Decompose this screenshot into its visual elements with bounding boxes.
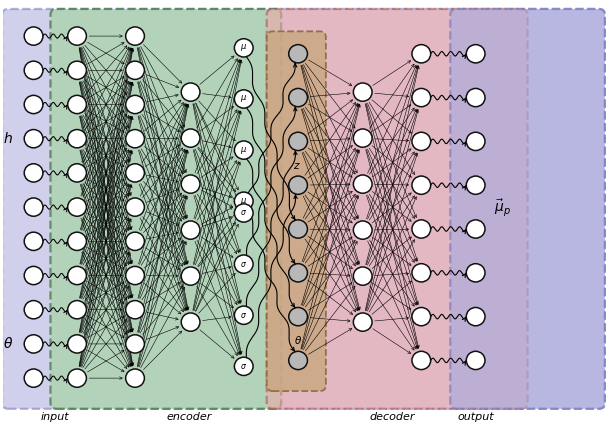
Circle shape	[181, 129, 200, 147]
Circle shape	[412, 132, 430, 150]
Circle shape	[67, 198, 86, 216]
Circle shape	[24, 232, 43, 250]
Circle shape	[353, 313, 372, 331]
Text: $\mu$: $\mu$	[240, 196, 247, 207]
Text: $\theta$: $\theta$	[294, 334, 302, 346]
Circle shape	[412, 264, 430, 282]
Text: $\sigma$: $\sigma$	[240, 311, 247, 320]
Circle shape	[181, 221, 200, 239]
Circle shape	[234, 192, 253, 210]
Circle shape	[67, 164, 86, 182]
Circle shape	[126, 232, 144, 250]
Circle shape	[67, 95, 86, 114]
Circle shape	[126, 95, 144, 114]
Text: output: output	[457, 412, 494, 422]
Circle shape	[353, 267, 372, 285]
Circle shape	[353, 83, 372, 101]
FancyBboxPatch shape	[267, 9, 528, 409]
Text: input: input	[41, 412, 70, 422]
Text: $\sigma$: $\sigma$	[240, 259, 247, 269]
Circle shape	[181, 175, 200, 193]
Circle shape	[234, 306, 253, 324]
Circle shape	[289, 176, 308, 194]
Text: $\sigma$: $\sigma$	[240, 208, 247, 218]
Circle shape	[353, 221, 372, 239]
Circle shape	[466, 89, 485, 107]
Text: $\mu$: $\mu$	[240, 93, 247, 104]
Circle shape	[412, 220, 430, 238]
Circle shape	[24, 61, 43, 79]
Circle shape	[126, 27, 144, 45]
Circle shape	[67, 130, 86, 148]
Circle shape	[126, 266, 144, 285]
Circle shape	[126, 369, 144, 387]
Circle shape	[466, 45, 485, 63]
Circle shape	[24, 335, 43, 353]
Circle shape	[67, 335, 86, 353]
Circle shape	[24, 266, 43, 285]
Circle shape	[126, 301, 144, 319]
Text: $h$: $h$	[3, 131, 13, 146]
FancyBboxPatch shape	[451, 9, 605, 409]
Circle shape	[24, 301, 43, 319]
Circle shape	[67, 301, 86, 319]
Circle shape	[289, 132, 308, 150]
Circle shape	[67, 27, 86, 45]
Circle shape	[24, 95, 43, 114]
Text: $\sigma$: $\sigma$	[240, 362, 247, 371]
Circle shape	[412, 176, 430, 194]
Text: $\mu$: $\mu$	[240, 42, 247, 53]
Text: $\vec{\mu}_p$: $\vec{\mu}_p$	[494, 197, 511, 218]
Circle shape	[234, 357, 253, 375]
Circle shape	[466, 308, 485, 326]
Circle shape	[466, 132, 485, 150]
Circle shape	[126, 335, 144, 353]
Circle shape	[289, 264, 308, 282]
Text: decoder: decoder	[369, 412, 415, 422]
Circle shape	[181, 83, 200, 101]
Circle shape	[126, 164, 144, 182]
Circle shape	[466, 351, 485, 370]
FancyBboxPatch shape	[2, 9, 605, 409]
Circle shape	[353, 175, 372, 193]
Circle shape	[234, 90, 253, 108]
Circle shape	[466, 264, 485, 282]
Text: $\theta$: $\theta$	[3, 337, 13, 351]
Circle shape	[234, 141, 253, 159]
Circle shape	[126, 61, 144, 79]
Text: $z$: $z$	[293, 161, 301, 171]
Circle shape	[126, 130, 144, 148]
Circle shape	[181, 267, 200, 285]
Circle shape	[289, 89, 308, 107]
Circle shape	[67, 232, 86, 250]
Circle shape	[289, 308, 308, 326]
Circle shape	[67, 61, 86, 79]
Circle shape	[234, 204, 253, 222]
Circle shape	[412, 308, 430, 326]
Circle shape	[289, 220, 308, 238]
Circle shape	[24, 164, 43, 182]
Circle shape	[24, 198, 43, 216]
Circle shape	[24, 130, 43, 148]
Circle shape	[234, 255, 253, 273]
Circle shape	[24, 27, 43, 45]
Circle shape	[234, 39, 253, 57]
Circle shape	[466, 176, 485, 194]
Circle shape	[289, 351, 308, 370]
Circle shape	[412, 89, 430, 107]
Circle shape	[353, 129, 372, 147]
Circle shape	[67, 266, 86, 285]
Circle shape	[67, 369, 86, 387]
Circle shape	[466, 220, 485, 238]
FancyBboxPatch shape	[267, 32, 326, 391]
Text: $\mu$: $\mu$	[240, 144, 247, 155]
Circle shape	[289, 45, 308, 63]
Circle shape	[24, 369, 43, 387]
Circle shape	[126, 198, 144, 216]
Text: encoder: encoder	[167, 412, 212, 422]
Circle shape	[412, 45, 430, 63]
FancyBboxPatch shape	[50, 9, 281, 409]
Circle shape	[181, 313, 200, 331]
Circle shape	[412, 351, 430, 370]
